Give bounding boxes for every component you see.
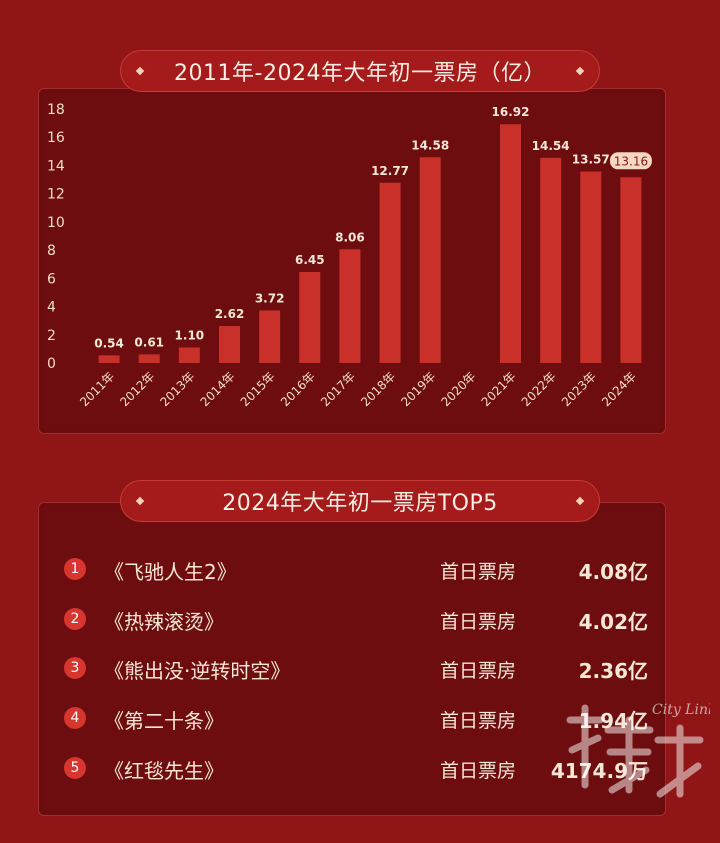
decor-diamond-icon (135, 66, 145, 76)
data-label: 0.61 (134, 335, 164, 349)
bar (540, 157, 562, 363)
box-office-label: 首日票房 (440, 710, 517, 732)
y-tick-label: 16 (47, 130, 65, 146)
box-office-label: 首日票房 (440, 611, 517, 633)
x-tick-label: 2024年 (599, 369, 639, 409)
y-tick-label: 8 (47, 243, 56, 259)
y-tick-label: 12 (47, 187, 65, 203)
movie-title: 《第二十条》 (104, 709, 224, 733)
top5-panel (38, 502, 666, 816)
bar (419, 157, 441, 363)
bar (138, 354, 160, 363)
box-office-value: 4.02亿 (578, 610, 648, 634)
rank-badge: 5 (64, 757, 86, 779)
highlight-label-bg (609, 152, 652, 170)
bar (98, 355, 120, 363)
watermark-brand-text: City Link (652, 702, 710, 718)
data-label: 16.92 (492, 105, 530, 119)
decor-diamond-icon (575, 496, 585, 506)
data-label: 6.45 (295, 253, 325, 267)
y-tick-label: 6 (47, 271, 56, 287)
x-tick-label: 2016年 (278, 369, 318, 409)
y-tick-label: 4 (47, 300, 56, 316)
bar (620, 177, 642, 363)
x-tick-label: 2013年 (157, 369, 197, 409)
box-office-value: 2.36亿 (578, 659, 648, 683)
x-tick-label: 2021年 (479, 369, 519, 409)
data-label: 12.77 (371, 164, 409, 178)
data-label: 13.16 (614, 154, 648, 168)
x-tick-label: 2020年 (438, 369, 478, 409)
rank-badge: 3 (64, 657, 86, 679)
y-tick-label: 14 (47, 158, 65, 174)
movie-title: 《热辣滚烫》 (104, 610, 224, 634)
data-label: 13.57 (572, 153, 610, 167)
y-tick-label: 18 (47, 102, 65, 118)
box-office-value: 4.08亿 (578, 560, 648, 584)
y-tick-label: 0 (47, 356, 56, 372)
movie-title: 《红毯先生》 (104, 759, 224, 783)
movie-title: 《熊出没·逆转时空》 (104, 659, 291, 683)
data-label: 1.10 (175, 328, 205, 342)
box-office-label: 首日票房 (440, 561, 517, 583)
x-tick-label: 2019年 (398, 369, 438, 409)
bar-chart: 0 2 4 6 8 10 12 14 16 18 0.54 2011年 0.61 2012年 1.10 201… (47, 102, 652, 409)
x-tick-label: 2023年 (559, 369, 599, 409)
data-label: 8.06 (335, 230, 365, 244)
data-label: 3.72 (255, 292, 285, 306)
data-label: 0.54 (94, 336, 124, 350)
x-tick-label: 2015年 (238, 369, 278, 409)
y-tick-label: 2 (47, 328, 56, 344)
bar (259, 310, 281, 363)
rank-badge: 4 (64, 707, 86, 729)
top5-title: 2024年大年初一票房TOP5 (222, 491, 498, 516)
box-office-label: 首日票房 (440, 760, 517, 782)
rank-badge: 2 (64, 608, 86, 630)
x-tick-label: 2012年 (117, 369, 157, 409)
bar (219, 326, 240, 363)
y-tick-label: 10 (47, 215, 65, 231)
bar (339, 249, 361, 363)
rank-badge: 1 (64, 558, 86, 580)
x-tick-label: 2017年 (318, 369, 358, 409)
chart-title-pill: 2011年-2024年大年初一票房（亿） (120, 50, 600, 92)
x-tick-label: 2022年 (519, 369, 559, 409)
box-office-label: 首日票房 (440, 660, 517, 682)
citylink-logo-icon: City Link (560, 690, 716, 800)
data-label: 14.54 (532, 139, 570, 153)
bar (299, 271, 321, 363)
x-tick-label: 2011年 (77, 369, 117, 409)
bar (500, 124, 521, 363)
data-label: 14.58 (411, 138, 449, 152)
chart-panel: 0 2 4 6 8 10 12 14 16 18 0.54 2011年 0.61 2012年 1.10 201… (38, 88, 666, 434)
top5-title-pill: 2024年大年初一票房TOP5 (120, 480, 600, 522)
chart-title: 2011年-2024年大年初一票房（亿） (174, 61, 546, 86)
bar (178, 347, 200, 363)
decor-diamond-icon (135, 496, 145, 506)
data-label: 2.62 (215, 307, 245, 321)
bar (379, 182, 401, 363)
x-tick-label: 2014年 (198, 369, 238, 409)
movie-title: 《飞驰人生2》 (104, 560, 237, 584)
bar (580, 171, 602, 363)
decor-diamond-icon (575, 66, 585, 76)
x-tick-label: 2018年 (358, 369, 398, 409)
